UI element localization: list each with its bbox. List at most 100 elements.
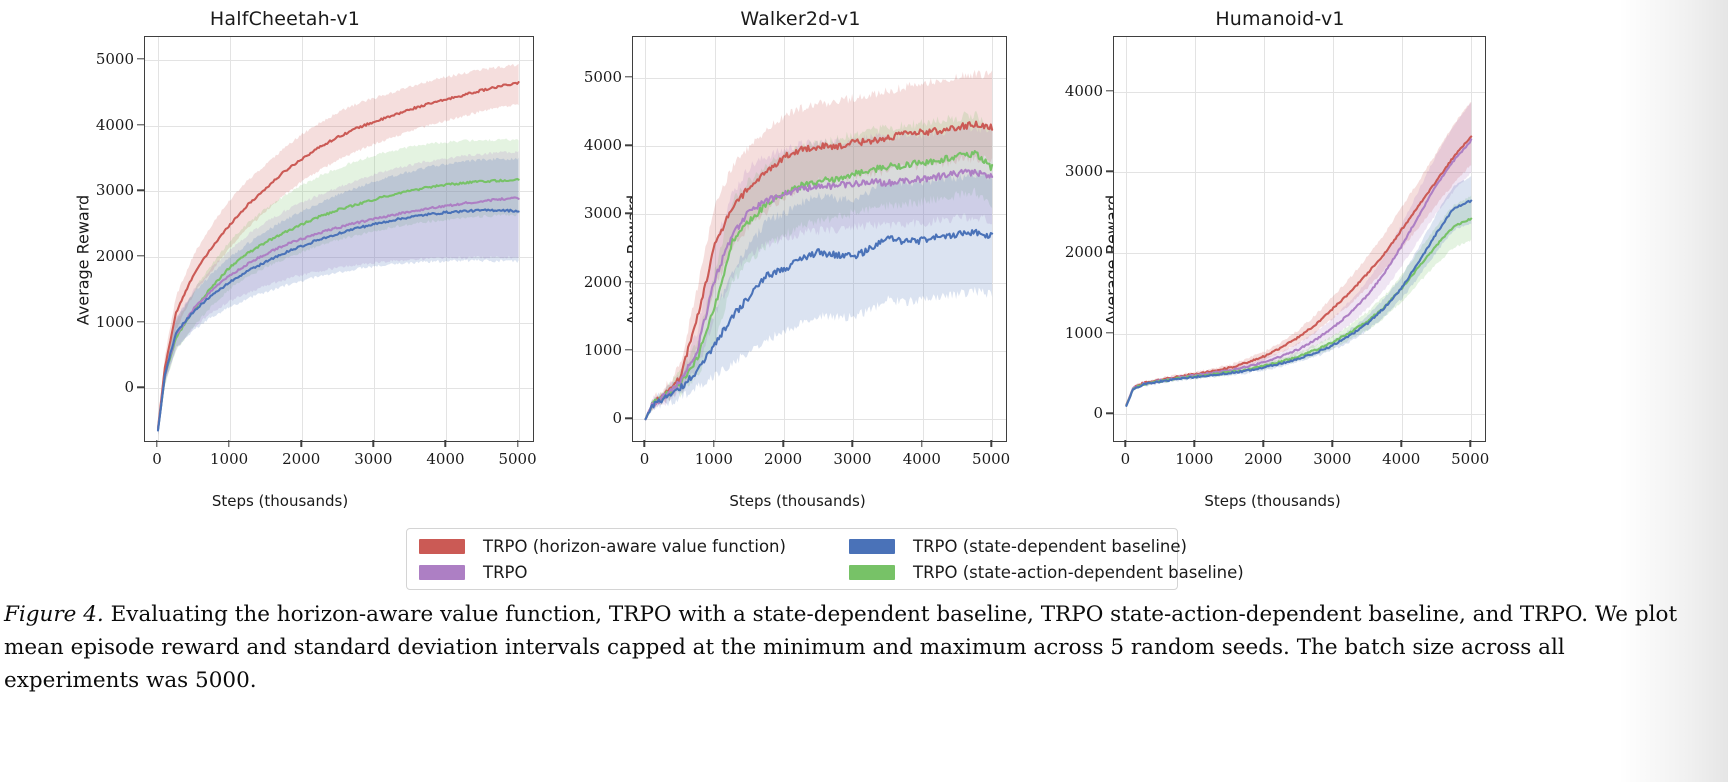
y-axis-tick-label: 4000 [583, 136, 622, 155]
series-line [644, 120, 994, 421]
x-axis-tick-label: 3000 [1313, 450, 1352, 468]
y-axis-tick-label: 2000 [583, 272, 622, 291]
legend-item-state-dependent: TRPO (state-dependent baseline) [837, 537, 1187, 556]
x-axis-tick-label: 2000 [764, 450, 803, 468]
y-axis-tick-label: 5000 [583, 67, 622, 86]
y-axis-tick-mark [625, 212, 632, 215]
panel-title: HalfCheetah-v1 [209, 8, 361, 30]
x-axis-tick-mark [1124, 440, 1127, 447]
series-confidence-band [645, 69, 993, 420]
gridline-vertical [1264, 37, 1266, 441]
x-axis-tick-label: 4000 [426, 450, 465, 468]
x-axis-tick-label: 0 [152, 450, 162, 468]
y-axis-tick-mark [1106, 332, 1113, 334]
y-axis-tick-label: 3000 [583, 204, 622, 223]
y-axis-tick-mark [137, 321, 144, 323]
gridline-horizontal [1114, 414, 1485, 416]
figure-4: HalfCheetah-v1 Average Reward Steps (tho… [0, 0, 1510, 590]
gridline-vertical [1402, 37, 1404, 441]
gridline-horizontal [1114, 91, 1485, 93]
y-axis-tick-mark [625, 417, 632, 419]
legend-label: TRPO (state-dependent baseline) [913, 536, 1187, 556]
gridline-horizontal [145, 257, 533, 259]
series-confidence-band [1126, 102, 1472, 406]
legend-swatch-icon [849, 538, 895, 554]
panel-title: Humanoid-v1 [1215, 8, 1345, 30]
series-line [644, 150, 994, 421]
y-axis-tick-mark [1106, 90, 1113, 92]
chart-legend: TRPO (horizon-aware value function) TRPO… [406, 528, 1244, 590]
series-confidence-band [1126, 176, 1472, 407]
series-line [644, 228, 994, 421]
x-axis-tick-mark [444, 440, 447, 447]
gridline-horizontal [1114, 253, 1485, 255]
x-axis-tick-label: 2000 [1244, 450, 1283, 468]
x-axis-tick-label: 4000 [902, 450, 941, 468]
caption-text: Evaluating the horizon-aware value funct… [4, 602, 1678, 693]
gridline-vertical [518, 37, 520, 441]
y-axis-label: Average Reward [73, 194, 93, 326]
panel-humanoid: Humanoid-v1 Average Reward Steps (thousa… [1035, 0, 1510, 520]
x-axis-tick-mark [516, 440, 519, 447]
y-axis-tick-label: 1000 [583, 340, 622, 359]
figure-caption: Figure 4. Evaluating the horizon-aware v… [4, 598, 1704, 697]
gridline-vertical [1126, 37, 1128, 441]
x-axis-label: Steps (thousands) [729, 492, 866, 510]
y-axis-tick-label: 0 [124, 378, 134, 397]
panel-title: Walker2d-v1 [740, 8, 861, 30]
x-axis-tick-mark [1469, 440, 1471, 447]
series-confidence-band [158, 138, 519, 435]
y-axis-tick-mark [1106, 412, 1113, 415]
x-axis-tick-label: 2000 [282, 450, 321, 468]
y-axis-tick-mark [137, 123, 144, 126]
y-axis-tick-mark [137, 255, 144, 257]
gridline-horizontal [145, 388, 533, 390]
y-axis-tick-label: 3000 [1064, 162, 1103, 181]
x-axis-tick-mark [713, 440, 715, 447]
y-axis-tick-mark [625, 76, 632, 78]
series-confidence-band [158, 150, 519, 435]
gridline-vertical [714, 37, 716, 441]
x-axis-tick-mark [1400, 440, 1402, 447]
panel-row: HalfCheetah-v1 Average Reward Steps (tho… [0, 0, 1510, 520]
gridline-horizontal [633, 350, 1006, 352]
legend-item-state-action-dependent: TRPO (state-action-dependent baseline) [837, 563, 1244, 582]
gridline-vertical [230, 37, 232, 441]
series-confidence-band [158, 63, 519, 435]
x-axis-label: Steps (thousands) [211, 492, 349, 510]
x-axis-tick-label: 1000 [210, 450, 249, 468]
y-axis-tick-mark [137, 58, 144, 60]
x-axis-tick-label: 4000 [1382, 450, 1421, 468]
x-axis-tick-mark [1193, 440, 1196, 447]
y-axis-tick-label: 0 [612, 409, 622, 428]
gridline-horizontal [633, 282, 1006, 284]
y-axis-tick-label: 1000 [95, 312, 134, 331]
plot-area [144, 36, 534, 442]
gridline-vertical [645, 37, 647, 441]
x-axis-tick-mark [156, 440, 158, 447]
gridline-vertical [446, 37, 448, 441]
series-canvas [156, 63, 520, 436]
gridline-vertical [853, 37, 855, 441]
series-confidence-band [645, 123, 993, 420]
y-axis-tick-mark [137, 386, 144, 389]
gridline-vertical [784, 37, 786, 441]
gridline-vertical [922, 37, 924, 441]
series-line [156, 196, 520, 431]
panel-walker2d: Walker2d-v1 Average Reward Steps (thousa… [560, 0, 1035, 520]
series-confidence-band [645, 110, 993, 420]
x-axis-tick-mark [372, 440, 375, 447]
series-line [156, 81, 520, 429]
y-axis-tick-mark [625, 280, 632, 283]
x-axis-tick-label: 0 [1120, 450, 1131, 468]
legend-item-trpo: TRPO [407, 563, 837, 582]
y-axis-tick-mark [137, 189, 144, 192]
x-axis-tick-mark [300, 440, 302, 447]
y-axis-tick-label: 1000 [1064, 323, 1103, 342]
y-axis-tick-label: 3000 [95, 181, 134, 200]
y-axis-tick-label: 4000 [95, 115, 134, 134]
legend-swatch-icon [419, 538, 465, 554]
gridline-vertical [374, 37, 376, 441]
gridline-horizontal [1114, 333, 1485, 335]
panel-halfcheetah: HalfCheetah-v1 Average Reward Steps (tho… [0, 0, 560, 520]
